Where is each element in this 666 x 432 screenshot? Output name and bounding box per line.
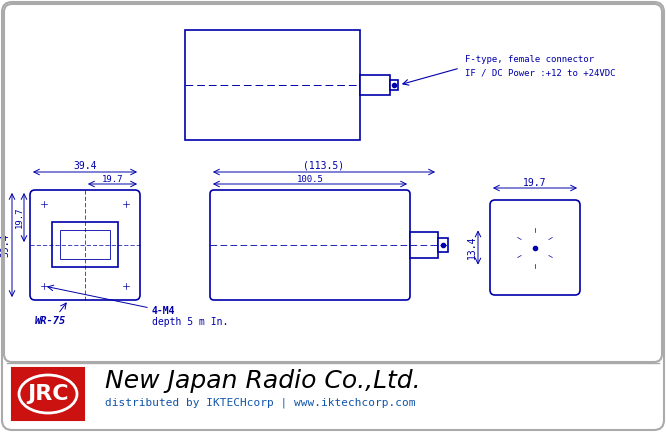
Bar xyxy=(60,230,110,259)
Text: WR-75: WR-75 xyxy=(35,316,66,326)
Bar xyxy=(12,368,84,420)
Text: JRC: JRC xyxy=(27,384,69,404)
Bar xyxy=(410,232,438,258)
Text: IF / DC Power :+12 to +24VDC: IF / DC Power :+12 to +24VDC xyxy=(465,69,615,77)
Text: 13.4: 13.4 xyxy=(467,236,477,259)
Text: 19.7: 19.7 xyxy=(523,178,547,188)
Text: (113.5): (113.5) xyxy=(304,161,344,171)
Bar xyxy=(52,222,118,267)
Text: New Japan Radio Co.,Ltd.: New Japan Radio Co.,Ltd. xyxy=(105,369,421,393)
Bar xyxy=(390,80,398,90)
Text: depth 5 m In.: depth 5 m In. xyxy=(152,317,228,327)
Text: 19.7: 19.7 xyxy=(102,175,123,184)
FancyBboxPatch shape xyxy=(490,200,580,295)
Bar xyxy=(360,75,390,95)
Bar xyxy=(185,30,360,140)
Bar xyxy=(438,238,448,252)
FancyBboxPatch shape xyxy=(210,190,410,300)
Text: 19.7: 19.7 xyxy=(15,207,23,228)
FancyBboxPatch shape xyxy=(30,190,140,300)
Text: 39.4: 39.4 xyxy=(73,161,97,171)
Text: F-type, female connector: F-type, female connector xyxy=(465,55,594,64)
Text: 100.5: 100.5 xyxy=(296,175,324,184)
Text: 4-M4: 4-M4 xyxy=(152,306,176,316)
Text: distributed by IKTECHcorp | www.iktechcorp.com: distributed by IKTECHcorp | www.iktechco… xyxy=(105,398,416,408)
Text: 39.4: 39.4 xyxy=(0,233,10,257)
